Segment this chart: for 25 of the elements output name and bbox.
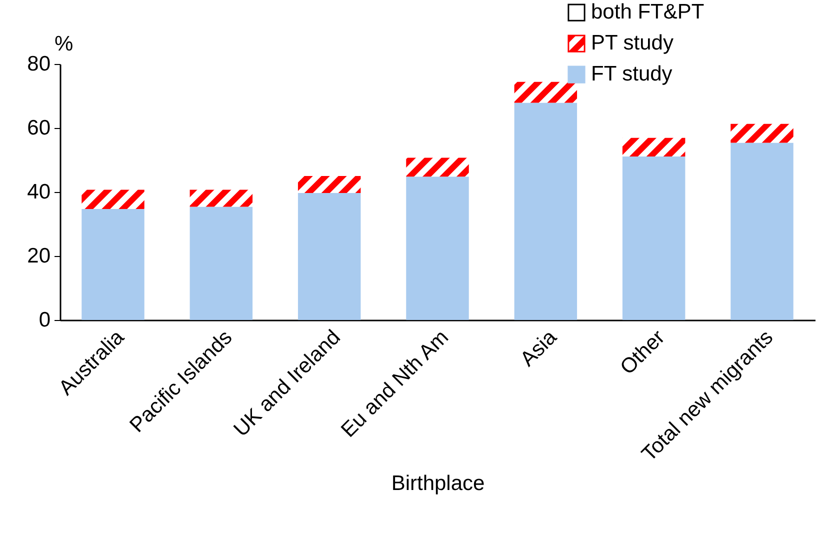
legend-label: FT study <box>591 62 673 86</box>
bar <box>190 190 253 207</box>
x-tick-label: Asia <box>516 326 562 371</box>
bar <box>82 208 144 320</box>
y-tick-label: 20 <box>27 244 50 268</box>
bar <box>406 158 469 177</box>
y-tick-label: 80 <box>27 52 50 76</box>
legend-label: PT study <box>591 32 674 54</box>
bar <box>514 102 578 320</box>
bar <box>298 176 361 193</box>
bar <box>190 206 253 320</box>
x-axis-title: Birthplace <box>391 472 485 496</box>
bar <box>730 124 794 143</box>
bar <box>298 192 361 320</box>
y-axis-title: % <box>54 32 74 56</box>
bar <box>730 142 794 320</box>
y-tick-label: 40 <box>27 180 50 204</box>
bar <box>514 82 578 103</box>
bar <box>622 138 686 156</box>
bar <box>406 176 469 320</box>
y-tick-label: 60 <box>27 116 50 140</box>
y-tick-label: 0 <box>38 308 50 332</box>
legend-label: both FT&PT <box>591 0 704 24</box>
bar <box>622 156 686 320</box>
bar <box>82 190 144 209</box>
